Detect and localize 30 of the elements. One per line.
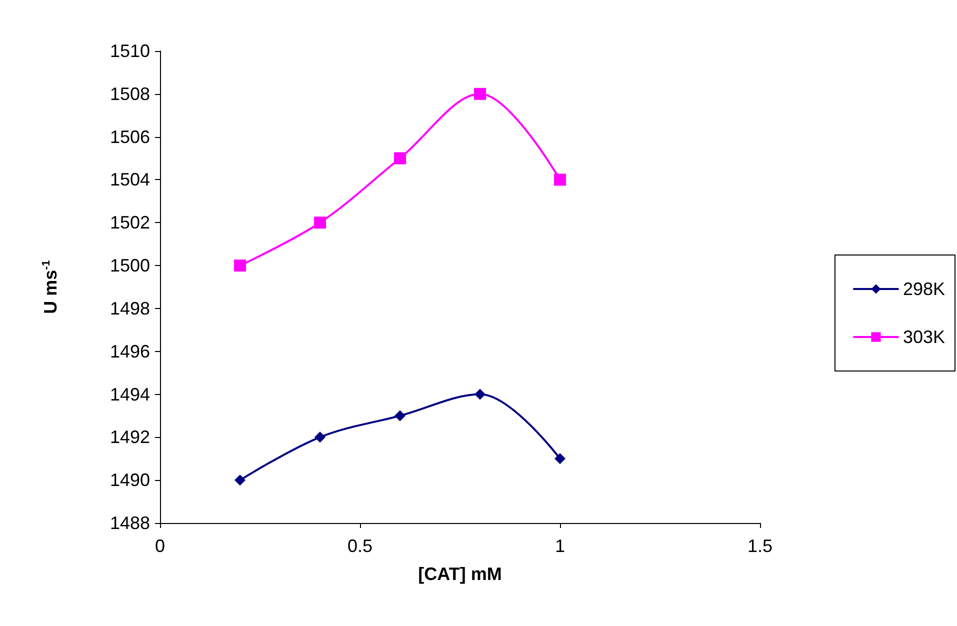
point	[314, 432, 326, 443]
y-tick-label: 1488	[110, 513, 150, 533]
point	[234, 474, 246, 486]
legend-label: 303K	[902, 327, 946, 347]
point	[554, 174, 566, 186]
y-tick-label: 1508	[110, 84, 150, 104]
y-axis-title: U ms-1	[40, 260, 60, 314]
x-tick-label: 1	[554, 536, 566, 556]
y-tick-label: 1492	[110, 427, 150, 448]
point	[234, 260, 246, 272]
y-tick-label: 1490	[110, 470, 150, 490]
point	[394, 410, 406, 422]
y-tick-label: 1506	[110, 126, 150, 147]
y-tick-label: 1510	[110, 41, 150, 61]
point	[314, 216, 326, 229]
point	[474, 388, 486, 400]
x-axis-title: [CAT] mM	[418, 564, 502, 584]
y-tick-label: 1504	[110, 170, 150, 190]
legend-label: 298K	[902, 279, 946, 299]
y-tick-label: 1498	[110, 298, 150, 318]
y-tick-label: 1502	[110, 212, 150, 233]
x-tick-label: 1.5	[747, 536, 773, 556]
y-tick-label: 1500	[110, 256, 150, 276]
y-tick-label: 1496	[110, 341, 150, 362]
point	[474, 88, 486, 100]
y-tick-label: 1494	[110, 384, 150, 404]
point	[554, 453, 566, 464]
x-tick-label: 0.5	[347, 536, 373, 556]
x-tick-label: 0	[154, 536, 166, 556]
point	[394, 152, 406, 164]
